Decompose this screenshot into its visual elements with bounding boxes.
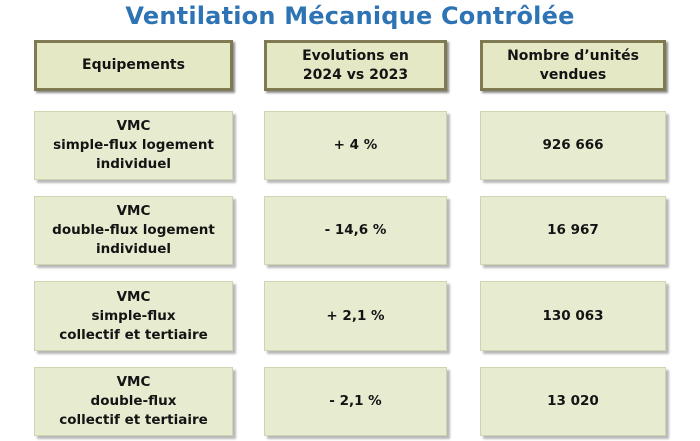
row-3-equipment-line2: simple-flux [91, 307, 176, 324]
row-2-evolution: - 14,6 % [264, 196, 447, 265]
row-2-equipment-line2: double-flux logement [52, 222, 215, 238]
row-1-units-value: 926 666 [542, 137, 604, 153]
row-3-units-value: 130 063 [542, 307, 604, 324]
row-2-equipment-line3: individuel [95, 241, 171, 257]
header-equipements: Equipements [34, 40, 233, 91]
row-2-units: 16 967 [480, 196, 666, 265]
row-2-equipment-line1: VMC [116, 203, 151, 219]
header-units-line2: vendues [539, 66, 607, 83]
row-1-equipment: VMC simple-flux logement individuel [34, 111, 233, 180]
row-3-equipment-line1: VMC [116, 288, 151, 305]
row-4-equipment-line3: collectif et tertiaire [59, 412, 208, 428]
row-3-units: 130 063 [480, 281, 666, 351]
row-4-equipment-line1: VMC [116, 374, 151, 390]
row-1-equipment-line3: individuel [95, 156, 171, 172]
row-1-equipment-line2: simple-flux logement [53, 137, 214, 153]
row-3-equipment: VMC simple-flux collectif et tertiaire [34, 281, 233, 351]
row-4-equipment: VMC double-flux collectif et tertiaire [34, 367, 233, 436]
row-2-units-value: 16 967 [547, 222, 599, 238]
row-4-units-value: 13 020 [547, 393, 599, 409]
row-1-evolution: + 4 % [264, 111, 447, 180]
header-evolutions: Evolutions en 2024 vs 2023 [264, 40, 447, 91]
row-3-evolution: + 2,1 % [264, 281, 447, 351]
row-4-evolution-value: - 2,1 % [329, 393, 382, 409]
header-evolutions-line1: Evolutions en [302, 47, 409, 64]
row-1-evolution-value: + 4 % [333, 137, 378, 153]
row-3-equipment-line3: collectif et tertiaire [59, 326, 208, 343]
page-title: Ventilation Mécanique Contrôlée [125, 2, 575, 30]
header-units-sold: Nombre d’unités vendues [480, 40, 666, 91]
header-units-line1: Nombre d’unités [507, 47, 639, 64]
row-1-equipment-line1: VMC [116, 118, 151, 134]
row-3-evolution-value: + 2,1 % [326, 307, 385, 324]
row-4-evolution: - 2,1 % [264, 367, 447, 436]
row-2-equipment: VMC double-flux logement individuel [34, 196, 233, 265]
header-evolutions-line2: 2024 vs 2023 [302, 66, 409, 83]
row-1-units: 926 666 [480, 111, 666, 180]
row-2-evolution-value: - 14,6 % [324, 222, 387, 238]
row-4-units: 13 020 [480, 367, 666, 436]
row-4-equipment-line2: double-flux [90, 393, 177, 409]
header-equipements-label: Equipements [82, 57, 185, 73]
